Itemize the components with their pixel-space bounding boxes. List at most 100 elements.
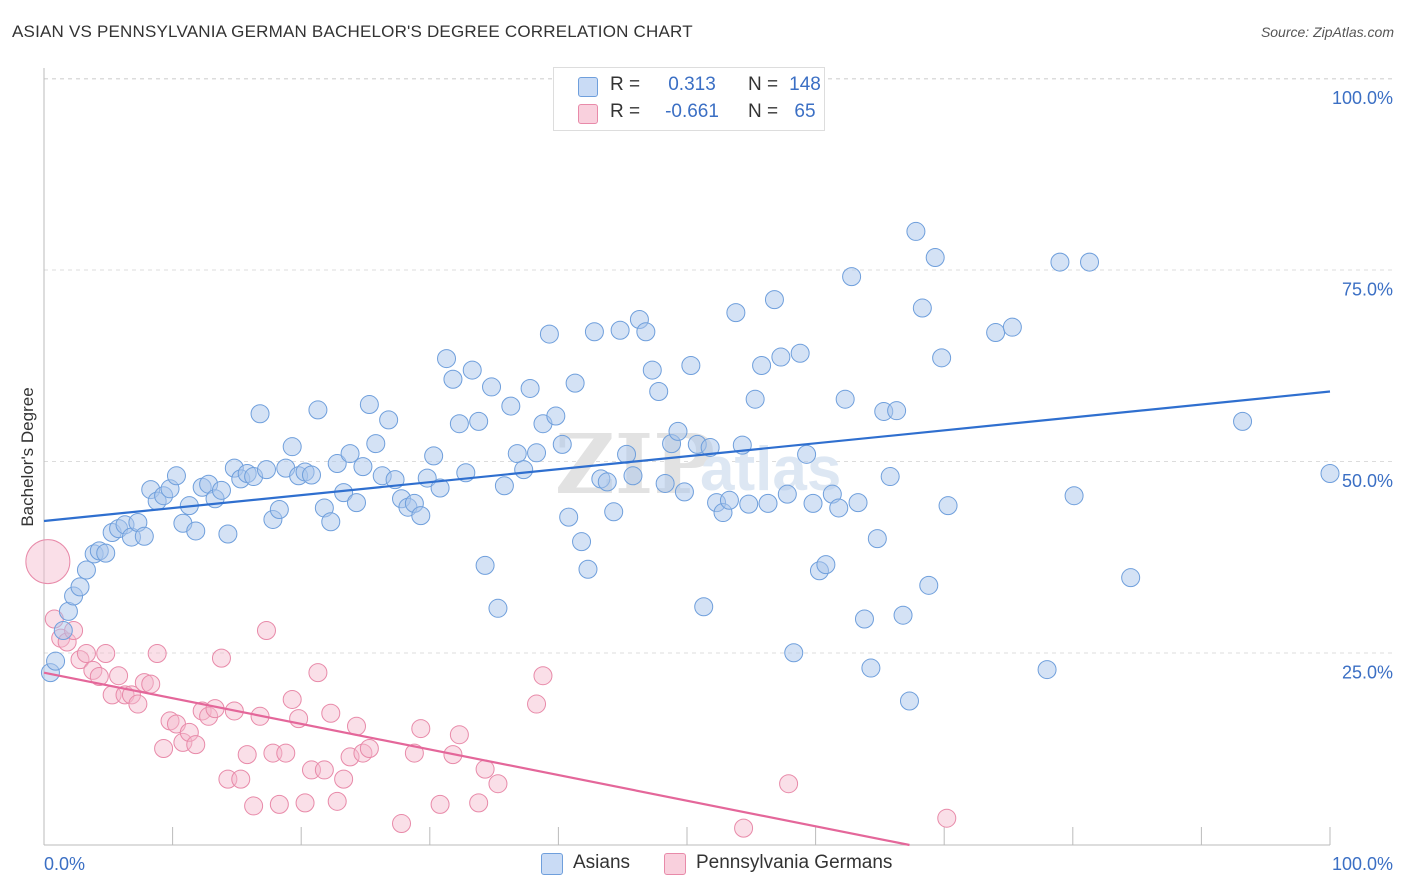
- legend-swatch-pennsylvania-germans: [578, 104, 598, 124]
- y-tick-label: 75.0%: [1342, 280, 1393, 300]
- data-point-asians: [1064, 486, 1084, 506]
- data-point-asians: [46, 651, 66, 671]
- data-point-asians: [134, 526, 154, 546]
- data-point-asians: [507, 444, 527, 464]
- data-point-pennsylvania-germans: [411, 719, 431, 739]
- data-point-asians: [610, 320, 630, 340]
- data-point-asians: [1037, 660, 1057, 680]
- data-point-asians: [906, 221, 926, 241]
- data-point-asians: [745, 389, 765, 409]
- data-point-asians: [327, 454, 347, 474]
- data-point-asians: [861, 658, 881, 678]
- x-tick-label: 100.0%: [1332, 854, 1393, 874]
- data-point-pennsylvania-germans: [430, 794, 450, 814]
- data-point-asians: [424, 446, 444, 466]
- data-point-asians: [623, 466, 643, 486]
- data-point-asians: [649, 382, 669, 402]
- data-point-asians: [899, 691, 919, 711]
- data-point-asians: [308, 400, 328, 420]
- data-point-asians: [1121, 568, 1141, 588]
- bottom-legend-swatch-asians: [541, 853, 563, 875]
- y-tick-label: 100.0%: [1332, 88, 1393, 108]
- watermark-atlas: atlas: [700, 435, 841, 504]
- data-point-pennsylvania-germans: [334, 769, 354, 789]
- data-point-pennsylvania-germans: [25, 539, 71, 585]
- legend-n-label: N =: [748, 74, 779, 95]
- data-point-pennsylvania-germans: [199, 706, 219, 726]
- data-point-asians: [572, 532, 592, 552]
- legend-swatch-asians: [578, 77, 598, 97]
- data-point-asians: [166, 466, 186, 486]
- data-point-asians: [938, 496, 958, 516]
- data-point-pennsylvania-germans: [76, 644, 96, 663]
- data-point-asians: [854, 609, 874, 629]
- data-point-pennsylvania-germans: [779, 774, 799, 794]
- data-point-pennsylvania-germans: [327, 791, 347, 811]
- data-point-asians: [642, 360, 662, 380]
- data-point-asians: [797, 444, 817, 464]
- data-point-asians: [186, 521, 206, 541]
- trend-line-pennsylvania-germans: [43, 671, 910, 847]
- data-point-asians: [366, 434, 386, 454]
- data-point-asians: [482, 377, 502, 397]
- data-point-asians: [803, 493, 823, 513]
- data-point-pennsylvania-germans: [109, 666, 129, 686]
- data-point-asians: [842, 267, 862, 287]
- data-point-asians: [411, 506, 431, 526]
- data-point-asians: [514, 460, 534, 480]
- data-point-asians: [76, 560, 96, 580]
- data-point-pennsylvania-germans: [179, 722, 199, 742]
- data-point-asians: [546, 406, 566, 426]
- data-point-asians: [752, 355, 772, 375]
- data-point-pennsylvania-germans: [469, 793, 489, 813]
- data-point-asians: [674, 482, 694, 502]
- data-point-pennsylvania-germans: [734, 818, 754, 838]
- data-point-asians: [443, 369, 463, 389]
- data-point-pennsylvania-germans: [533, 666, 553, 686]
- data-point-asians: [578, 559, 598, 579]
- legend-n-value: 65: [794, 101, 816, 122]
- data-point-asians: [565, 373, 585, 393]
- data-point-asians: [777, 484, 797, 504]
- data-point-asians: [1050, 252, 1070, 272]
- data-point-asians: [835, 389, 855, 409]
- data-point-pennsylvania-germans: [154, 738, 174, 758]
- data-point-asians: [301, 465, 321, 485]
- legend-r-value: 0.313: [668, 74, 716, 95]
- data-point-asians: [282, 437, 302, 457]
- data-point-asians: [925, 247, 945, 267]
- data-point-pennsylvania-germans: [488, 774, 508, 794]
- data-point-pennsylvania-germans: [237, 745, 257, 765]
- data-point-asians: [218, 524, 238, 544]
- data-point-pennsylvania-germans: [186, 735, 206, 755]
- data-point-asians: [739, 494, 759, 514]
- data-point-asians: [559, 507, 579, 527]
- data-point-asians: [321, 512, 341, 532]
- data-point-asians: [816, 555, 836, 575]
- data-point-asians: [379, 410, 399, 430]
- data-point-asians: [552, 434, 572, 454]
- data-point-asians: [359, 395, 379, 415]
- legend: R = 0.313 N = 148 R = -0.661 N = 65: [553, 67, 825, 131]
- data-point-asians: [501, 396, 521, 416]
- data-point-asians: [494, 476, 514, 496]
- trend-line-asians: [43, 390, 1331, 523]
- data-point-asians: [346, 493, 366, 513]
- data-point-pennsylvania-germans: [89, 666, 109, 686]
- data-point-asians: [668, 421, 688, 441]
- data-point-asians: [527, 443, 547, 463]
- data-point-asians: [449, 414, 469, 434]
- data-point-asians: [597, 472, 617, 492]
- data-point-asians: [604, 502, 624, 522]
- data-point-asians: [636, 322, 656, 342]
- data-point-asians: [893, 605, 913, 625]
- data-point-pennsylvania-germans: [269, 794, 289, 814]
- data-point-asians: [848, 493, 868, 513]
- data-point-asians: [340, 444, 360, 464]
- data-point-asians: [719, 490, 739, 510]
- data-point-asians: [269, 499, 289, 519]
- data-point-asians: [758, 493, 778, 513]
- data-point-asians: [1080, 252, 1100, 272]
- data-point-pennsylvania-germans: [937, 808, 957, 828]
- data-point-asians: [829, 498, 849, 518]
